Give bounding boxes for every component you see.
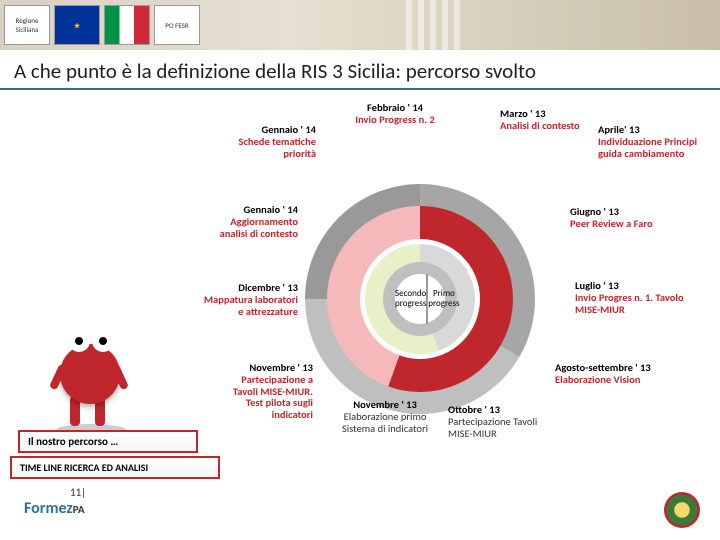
lbl-giugno13: Giugno ' 13Peer Review a Faro [570,206,690,230]
temple-columns-icon [406,0,460,50]
logo-fesr: PO FESR [154,5,200,45]
timeline-wheel: Secondo progress Primo progress [305,184,535,414]
core-right: Primo progress [428,274,459,324]
lbl-novembre13b: Novembre ' 13Elaborazione primo Sistema … [335,399,435,434]
logo-regione: Regione Siciliana [4,5,50,45]
page-number: 11| [70,486,86,499]
box-percorso: Il nostro percorso … [18,430,198,453]
lbl-dicembre13: Dicembre ' 13Mappatura laboratori e attr… [200,282,298,317]
diagram-stage: Secondo progress Primo progress Gennaio … [0,94,720,524]
core-left: Secondo progress [395,274,428,324]
wheel-core: Secondo progress Primo progress [395,274,445,324]
lbl-marzo13: Marzo ' 13Analisi di contesto [500,108,595,132]
lbl-agosto13: Agosto-settembre ' 13Elaborazione Vision [555,362,705,386]
footer-round-logo-icon [664,492,700,528]
lbl-luglio13: Luglio ' 13Invio Progres n. 1. Tavolo MI… [575,280,705,315]
header-banner: Regione Siciliana ★ PO FESR [0,0,720,50]
logo-eu: ★ [54,5,100,45]
mascot-icon [40,324,140,434]
page-title: A che punto è la definizione della RIS 3… [0,50,720,88]
footer-brand: FormezPA [24,499,85,518]
lbl-aprile13: Aprile' 13Individuazione Principi guida … [598,124,706,159]
title-underline [0,88,720,90]
lbl-novembre13a: Novembre ' 13Partecipazione a Tavoli MIS… [218,362,313,421]
logo-italy [104,5,150,45]
lbl-gennaio14b: Gennaio ' 14Aggiornamento analisi di con… [200,204,298,239]
lbl-ottobre13: Ottobre ' 13Partecipazione Tavoli MISE-M… [448,404,558,439]
box-timeline: TIME LINE RICERCA ED ANALISI [10,456,220,479]
lbl-febbraio14: Febbraio ' 14Invio Progress n. 2 [340,102,450,126]
lbl-gennaio14a: Gennaio ' 14Schede tematiche priorità [236,124,316,159]
